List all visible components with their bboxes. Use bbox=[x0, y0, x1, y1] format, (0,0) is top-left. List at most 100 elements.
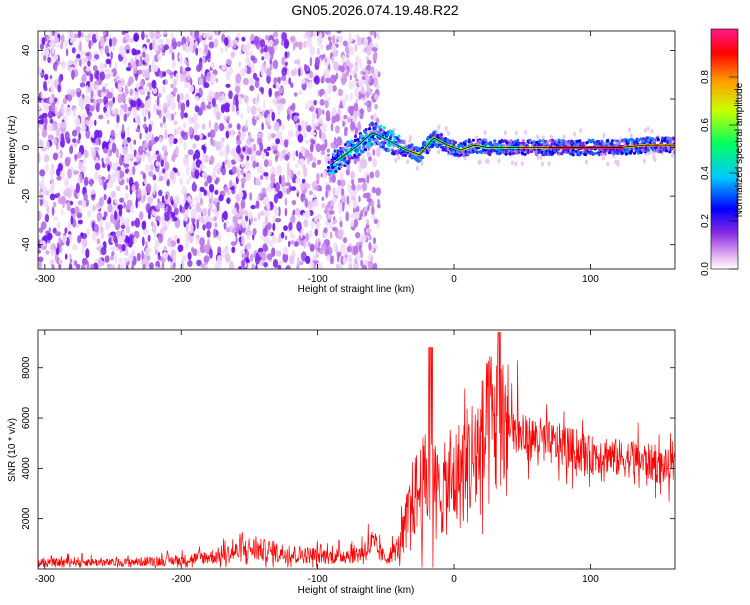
heatmap-cell bbox=[170, 101, 176, 111]
heatmap-cell bbox=[355, 155, 359, 159]
heatmap-cell bbox=[255, 200, 260, 209]
heatmap-cell bbox=[133, 139, 137, 145]
heatmap-cell bbox=[219, 149, 224, 157]
heatmap-cell bbox=[571, 148, 575, 152]
heatmap-cell bbox=[118, 208, 123, 217]
heatmap-cell bbox=[80, 32, 84, 38]
heatmap-cell bbox=[228, 260, 235, 269]
heatmap-cell bbox=[341, 194, 347, 205]
heatmap-cell bbox=[103, 63, 108, 69]
heatmap-cell bbox=[364, 44, 367, 49]
heatmap-cell bbox=[315, 221, 321, 229]
heatmap-cell bbox=[304, 139, 310, 144]
heatmap-cell bbox=[364, 127, 368, 132]
heatmap-cell bbox=[106, 119, 110, 125]
heatmap-cell bbox=[332, 153, 336, 158]
heatmap-cell bbox=[200, 197, 203, 206]
heatmap-cell bbox=[42, 200, 49, 208]
heatmap-cell bbox=[41, 112, 48, 119]
heatmap-cell bbox=[278, 260, 284, 266]
heatmap-cell bbox=[72, 138, 77, 144]
heatmap-cell bbox=[240, 199, 246, 210]
heatmap-cell bbox=[70, 207, 76, 214]
heatmap-cell bbox=[210, 77, 213, 83]
heatmap-cell bbox=[250, 55, 256, 62]
heatmap-cell bbox=[106, 52, 110, 57]
heatmap-cell bbox=[163, 245, 168, 252]
heatmap-cell bbox=[251, 150, 257, 160]
heatmap-cell bbox=[235, 73, 242, 84]
heatmap-cell bbox=[576, 150, 580, 154]
heatmap-cell bbox=[374, 262, 378, 269]
heatmap-cell bbox=[259, 259, 265, 267]
heatmap-cell bbox=[101, 232, 104, 240]
heatmap-cell bbox=[497, 158, 501, 164]
heatmap-cell bbox=[433, 130, 437, 134]
heatmap-cell bbox=[326, 153, 331, 157]
heatmap-cell bbox=[290, 69, 296, 77]
heatmap-cell bbox=[85, 248, 90, 259]
heatmap-cell bbox=[190, 208, 197, 219]
heatmap-cell bbox=[117, 204, 123, 211]
heatmap-cell bbox=[86, 228, 90, 236]
heatmap-cell bbox=[352, 200, 358, 209]
heatmap-cell bbox=[500, 149, 504, 154]
colorbar bbox=[710, 28, 739, 270]
heatmap-cell bbox=[298, 68, 301, 77]
heatmap-cell bbox=[189, 223, 194, 234]
heatmap-cell bbox=[255, 264, 258, 269]
heatmap-cell bbox=[483, 130, 487, 136]
heatmap-cell bbox=[379, 128, 383, 132]
heatmap-cell bbox=[231, 104, 236, 113]
heatmap-cell bbox=[559, 139, 563, 143]
heatmap-cell bbox=[373, 112, 377, 123]
heatmap-cell bbox=[241, 235, 245, 246]
heatmap-cell bbox=[136, 252, 141, 262]
heatmap-cell bbox=[39, 140, 44, 149]
heatmap-cell bbox=[103, 211, 108, 218]
heatmap-cell bbox=[284, 207, 288, 217]
heatmap-cell bbox=[376, 84, 380, 90]
heatmap-cell bbox=[650, 128, 654, 134]
heatmap-cell bbox=[300, 228, 303, 239]
heatmap-cell bbox=[628, 127, 631, 133]
heatmap-cell bbox=[111, 251, 115, 256]
heatmap-cell bbox=[142, 51, 146, 58]
heatmap-cell bbox=[551, 138, 555, 142]
heatmap-cell bbox=[198, 47, 202, 53]
heatmap-cell bbox=[214, 91, 220, 101]
heatmap-cell bbox=[294, 163, 299, 168]
heatmap-cell bbox=[160, 122, 163, 128]
heatmap-cell bbox=[375, 138, 379, 142]
heatmap-cell bbox=[152, 40, 156, 51]
x-tick-label: 0 bbox=[451, 574, 457, 585]
heatmap-cell bbox=[65, 48, 69, 57]
heatmap-cell bbox=[250, 105, 257, 116]
heatmap-cell bbox=[312, 198, 319, 208]
heatmap-cell bbox=[284, 197, 288, 206]
heatmap-cell bbox=[192, 181, 196, 191]
heatmap-cell bbox=[200, 216, 205, 224]
heatmap-cell bbox=[179, 177, 183, 186]
heatmap-cell bbox=[66, 88, 72, 95]
heatmap-cell bbox=[304, 198, 309, 208]
heatmap-cell bbox=[280, 40, 284, 46]
heatmap-cell bbox=[165, 194, 169, 200]
heatmap-cell bbox=[509, 139, 513, 143]
heatmap-cell bbox=[538, 139, 542, 143]
heatmap-cell bbox=[98, 114, 104, 120]
heatmap-cell bbox=[261, 187, 267, 195]
heatmap-cell bbox=[334, 166, 338, 171]
heatmap-cell bbox=[297, 90, 303, 95]
heatmap-cell bbox=[138, 61, 143, 67]
heatmap-cell bbox=[283, 246, 289, 255]
heatmap-cell bbox=[322, 53, 326, 59]
heatmap-cell bbox=[96, 212, 103, 222]
heatmap-cell bbox=[47, 56, 51, 63]
heatmap-cell bbox=[250, 67, 255, 73]
heatmap-cell bbox=[274, 154, 278, 162]
heatmap-cell bbox=[174, 195, 180, 206]
heatmap-cell bbox=[102, 216, 106, 221]
heatmap-cell bbox=[343, 114, 348, 120]
heatmap-cell bbox=[294, 67, 297, 77]
